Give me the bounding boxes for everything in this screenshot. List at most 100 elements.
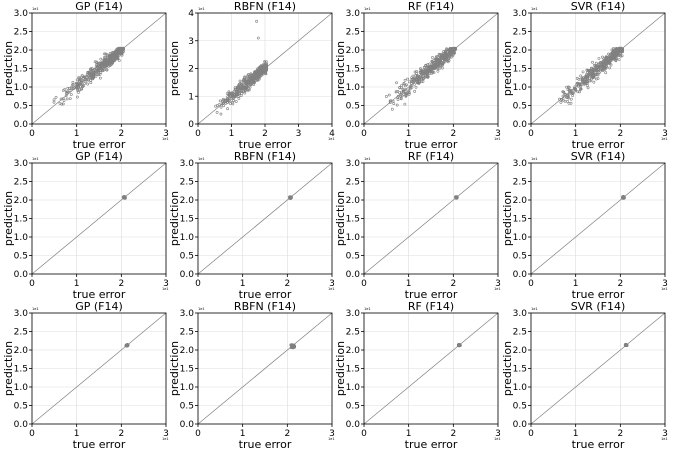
y-tick-label: 1.0 (346, 383, 361, 393)
y-tick-label: 1.0 (14, 233, 29, 243)
data-point (424, 69, 428, 73)
data-point (70, 87, 74, 90)
data-point (243, 87, 247, 91)
data-point (425, 75, 429, 79)
data-point (413, 70, 417, 74)
data-point (122, 47, 125, 50)
data-point (103, 56, 107, 60)
data-point (592, 68, 596, 71)
y-tick-label: 1.5 (346, 65, 360, 75)
y-tick-label: 2.0 (14, 46, 29, 56)
x-offset-text: 1e1 (494, 287, 501, 291)
subplot-title: RF (F14) (408, 150, 454, 163)
data-point (612, 48, 615, 52)
data-point (232, 93, 236, 96)
x-tick-label: 0 (29, 279, 35, 289)
y-tick-label: 2.5 (14, 328, 28, 338)
data-point (400, 84, 403, 87)
data-point (604, 55, 608, 59)
subplot-title: RF (F14) (408, 0, 454, 13)
x-tick-label: 2 (450, 429, 456, 439)
data-point (249, 83, 253, 87)
data-point (574, 89, 578, 93)
data-point (225, 92, 229, 95)
data-point (397, 91, 401, 94)
data-point (431, 56, 434, 59)
data-point (264, 72, 268, 76)
x-offset-text: 1e1 (661, 287, 668, 291)
x-offset-text: 1e1 (162, 437, 169, 441)
data-point (406, 77, 409, 81)
data-point (586, 86, 590, 90)
data-point (443, 57, 447, 61)
y-tick-label: 0.0 (513, 270, 528, 280)
data-point (100, 61, 104, 65)
data-point (399, 96, 403, 100)
data-point (237, 82, 241, 86)
y-tick-label: 3.0 (346, 159, 361, 169)
y-axis-label: prediction (334, 41, 347, 96)
y-axis-label: prediction (168, 41, 181, 96)
y-axis-label: prediction (501, 191, 514, 246)
data-point (569, 91, 573, 95)
data-point (617, 58, 621, 61)
data-point (109, 58, 113, 62)
data-point (80, 86, 83, 90)
data-point (598, 64, 602, 68)
data-point (66, 86, 70, 90)
y-axis-label: prediction (334, 191, 347, 246)
x-axis-label: true error (572, 288, 625, 301)
data-point (420, 73, 424, 76)
data-point (263, 60, 267, 63)
y-offset-text: 1e1 (531, 157, 538, 161)
y-tick-label: 2.0 (14, 196, 29, 206)
data-point (117, 59, 121, 62)
y-offset-text: 1e1 (32, 157, 39, 161)
data-point (603, 67, 607, 71)
data-point (92, 70, 96, 74)
x-offset-text: 1e1 (162, 287, 169, 291)
y-axis-label: prediction (2, 41, 15, 96)
data-point (253, 71, 257, 75)
data-point (615, 51, 619, 54)
data-point (607, 57, 611, 61)
data-point (441, 63, 445, 66)
data-point (97, 71, 101, 75)
x-tick-label: 2 (617, 279, 623, 289)
y-offset-text: 1e1 (364, 7, 371, 11)
data-point (288, 196, 292, 200)
y-tick-label: 1.0 (513, 233, 528, 243)
y-tick-label: 2.5 (14, 178, 28, 188)
y-tick-label: 3.0 (346, 9, 361, 19)
data-point (223, 100, 227, 104)
data-point (77, 85, 80, 89)
data-point (120, 53, 124, 57)
y-tick-label: 1.5 (513, 365, 527, 375)
data-point (582, 80, 586, 84)
data-point (394, 90, 398, 94)
data-point (616, 50, 620, 54)
data-point (436, 63, 440, 66)
y-offset-text: 1e1 (198, 307, 205, 311)
data-point (78, 78, 81, 81)
x-tick-label: 3 (163, 129, 169, 139)
y-axis-label: prediction (501, 341, 514, 396)
x-tick-label: 1 (573, 279, 579, 289)
data-point (591, 67, 595, 71)
data-point (245, 85, 249, 89)
x-offset-text: 1e1 (328, 287, 335, 291)
data-point (403, 102, 407, 106)
y-tick-label: 2.5 (513, 28, 527, 38)
data-point (424, 71, 428, 74)
data-point (586, 70, 590, 74)
data-point (76, 95, 79, 99)
y-tick-label: 0.5 (346, 402, 360, 412)
subplot-title: RBFN (F14) (234, 150, 296, 163)
subplot-title: SVR (F14) (571, 150, 626, 163)
data-point (592, 74, 596, 78)
data-point (234, 100, 238, 103)
y-tick-label: 1.0 (513, 383, 528, 393)
data-point (101, 65, 105, 69)
